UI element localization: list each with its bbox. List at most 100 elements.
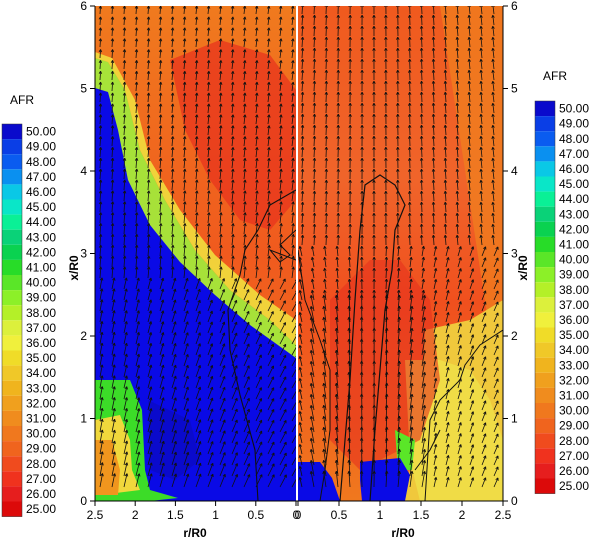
- velocity-vector: [493, 455, 499, 466]
- velocity-vector: [219, 462, 226, 477]
- velocity-vector: [407, 157, 412, 169]
- velocity-vector: [407, 146, 412, 158]
- velocity-vector: [267, 332, 274, 345]
- velocity-vector: [134, 255, 139, 268]
- velocity-vector: [99, 353, 104, 367]
- velocity-vector: [312, 6, 317, 15]
- velocity-vector: [243, 212, 247, 224]
- velocity-vector: [384, 146, 388, 158]
- velocity-vector: [431, 135, 436, 147]
- velocity-vector: [407, 223, 412, 235]
- velocity-vector: [396, 25, 400, 37]
- colorbar-swatch: [535, 312, 555, 328]
- velocity-vector: [279, 311, 286, 323]
- velocity-vector: [291, 103, 295, 114]
- velocity-vector: [195, 212, 199, 224]
- velocity-vector: [134, 136, 139, 147]
- velocity-vector: [467, 80, 471, 92]
- velocity-vector: [243, 147, 247, 158]
- velocity-vector: [467, 25, 471, 37]
- velocity-vector: [419, 234, 424, 246]
- velocity-vector: [312, 36, 317, 48]
- velocity-vector: [183, 190, 187, 202]
- velocity-vector: [254, 27, 259, 37]
- velocity-vector: [335, 245, 339, 257]
- velocity-vector: [384, 190, 388, 202]
- velocity-vector: [312, 168, 317, 180]
- velocity-vector: [122, 136, 127, 147]
- velocity-vector: [158, 157, 163, 169]
- velocity-vector: [134, 38, 139, 48]
- velocity-vector: [310, 267, 315, 279]
- y-tick-label-left: 6: [80, 0, 87, 13]
- velocity-vector: [134, 190, 139, 202]
- velocity-vector: [372, 58, 376, 70]
- velocity-vector: [457, 455, 462, 466]
- colorbar-level-label: 33.00: [26, 381, 56, 395]
- velocity-vector: [171, 375, 177, 389]
- velocity-vector: [183, 255, 187, 268]
- velocity-vector: [396, 201, 400, 213]
- velocity-vector: [267, 474, 275, 488]
- velocity-vector: [481, 257, 487, 268]
- velocity-vector: [360, 146, 364, 158]
- velocity-vector: [348, 47, 352, 59]
- velocity-vector: [372, 223, 376, 235]
- velocity-vector: [467, 14, 471, 26]
- velocity-vector: [455, 190, 460, 202]
- velocity-vector: [324, 6, 329, 15]
- velocity-vector: [421, 426, 427, 444]
- velocity-vector: [147, 299, 153, 312]
- velocity-vector: [433, 256, 438, 268]
- velocity-vector: [298, 300, 303, 312]
- velocity-vector: [455, 14, 460, 26]
- velocity-vector: [335, 278, 339, 290]
- velocity-vector: [98, 201, 103, 213]
- velocity-vector: [421, 289, 425, 301]
- velocity-vector: [111, 386, 116, 400]
- velocity-vector: [267, 125, 271, 136]
- velocity-vector: [99, 473, 104, 488]
- velocity-vector: [457, 389, 462, 400]
- velocity-vector: [266, 16, 271, 26]
- velocity-vector: [479, 212, 483, 224]
- velocity-vector: [255, 441, 263, 455]
- velocity-vector: [360, 47, 364, 59]
- velocity-vector: [267, 321, 274, 334]
- velocity-vector: [372, 267, 376, 279]
- velocity-vector: [312, 179, 317, 191]
- colorbar-swatch: [2, 441, 22, 457]
- velocity-vector: [207, 266, 211, 279]
- velocity-vector: [207, 321, 213, 334]
- velocity-vector: [421, 470, 427, 488]
- velocity-vector: [135, 321, 140, 334]
- velocity-vector: [298, 245, 303, 257]
- velocity-vector: [469, 345, 475, 356]
- velocity-vector: [455, 102, 460, 114]
- velocity-vector: [396, 80, 400, 92]
- velocity-vector: [291, 377, 296, 389]
- velocity-vector: [243, 114, 247, 125]
- velocity-vector: [359, 470, 364, 488]
- velocity-vector: [195, 386, 202, 400]
- velocity-vector: [243, 365, 250, 378]
- velocity-vector: [443, 58, 448, 70]
- velocity-vector: [279, 289, 286, 301]
- velocity-vector: [479, 14, 483, 26]
- velocity-vector: [255, 387, 262, 400]
- colorbar-level-label: 30.00: [26, 427, 56, 441]
- velocity-vector: [218, 16, 223, 26]
- velocity-vector: [309, 394, 315, 411]
- velocity-vector: [170, 81, 175, 92]
- velocity-vector: [194, 49, 199, 59]
- colorbar-swatch: [2, 365, 22, 381]
- velocity-vector: [324, 179, 329, 191]
- velocity-vector: [171, 419, 177, 433]
- velocity-vector: [147, 375, 153, 389]
- velocity-vector: [445, 422, 450, 433]
- velocity-vector: [279, 201, 283, 213]
- velocity-vector: [183, 244, 187, 257]
- velocity-vector: [255, 92, 259, 103]
- velocity-vector: [421, 349, 427, 367]
- velocity-vector: [159, 451, 165, 466]
